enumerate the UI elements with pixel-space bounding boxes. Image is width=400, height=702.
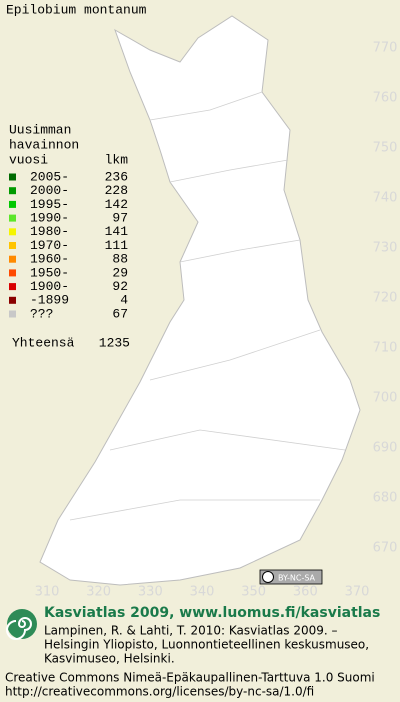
legend-count: 97 — [112, 211, 128, 226]
citation: Kasvimuseo, Helsinki. — [44, 652, 175, 666]
legend-swatch — [9, 269, 16, 277]
cc-badge: BY-NC-SA — [259, 569, 323, 585]
legend-count: 67 — [112, 306, 128, 321]
x-tick-label: 360 — [293, 585, 318, 600]
y-tick-label: 670 — [373, 541, 398, 556]
citation: Lampinen, R. & Lahti, T. 2010: Kasviatla… — [44, 624, 338, 638]
y-tick-label: 730 — [373, 241, 398, 256]
legend-count: 236 — [105, 169, 128, 184]
y-tick-label: 770 — [373, 41, 398, 56]
x-tick-label: 310 — [35, 585, 60, 600]
x-tick-label: 340 — [190, 585, 215, 600]
legend-year-header: vuosi — [9, 152, 48, 167]
total-label: Yhteensä — [12, 335, 75, 350]
legend-swatch — [9, 296, 16, 304]
legend-count: 4 — [120, 293, 128, 308]
legend-count: 142 — [105, 197, 128, 212]
y-tick-label: 750 — [373, 141, 398, 156]
y-tick-label: 680 — [373, 491, 398, 506]
legend-heading: Uusimman — [9, 122, 71, 137]
badge-box — [259, 569, 323, 585]
legend-label: 2005- — [30, 169, 69, 184]
legend-count: 29 — [112, 265, 128, 280]
legend-swatch — [9, 242, 16, 249]
citation: Helsingin Yliopisto, Luonnontieteellinen… — [44, 638, 369, 652]
x-tick-label: 350 — [241, 585, 266, 600]
logo-circle — [7, 609, 37, 639]
legend-swatch — [9, 214, 16, 222]
y-tick-label: 720 — [373, 291, 398, 306]
y-tick-label: 700 — [373, 391, 398, 406]
title: Epilobium montanum — [6, 2, 147, 17]
license: http://creativecommons.org/licenses/by-n… — [5, 685, 314, 699]
x-tick-label: 370 — [345, 585, 370, 600]
legend-swatch — [9, 173, 16, 181]
legend-swatch — [9, 187, 16, 195]
legend-count-header: lkm — [105, 152, 129, 167]
finland-outline — [39, 15, 361, 586]
legend-label: 2000- — [30, 183, 69, 198]
y-tick-label: 690 — [373, 441, 398, 456]
legend-count: 88 — [112, 252, 128, 267]
legend-label: ??? — [30, 306, 53, 321]
legend-label: 1970- — [30, 238, 69, 253]
badge-text: BY-NC-SA — [278, 574, 316, 583]
x-tick-label: 330 — [138, 585, 163, 600]
legend-label: 1950- — [30, 265, 69, 280]
legend-count: 228 — [105, 183, 128, 198]
legend-label: 1960- — [30, 252, 69, 267]
y-tick-label: 710 — [373, 341, 398, 356]
legend-swatch — [9, 200, 16, 208]
region-borders — [69, 91, 346, 521]
logo — [6, 609, 37, 640]
legend-heading: havainnon — [9, 137, 79, 152]
logo-spiral — [6, 617, 32, 640]
legend-label: 1980- — [30, 224, 69, 239]
legend-label: 1900- — [30, 279, 69, 294]
x-tick-label: 320 — [86, 585, 111, 600]
legend-label: -1899 — [30, 293, 69, 308]
legend-swatch — [9, 255, 16, 263]
y-tick-label: 760 — [373, 91, 398, 106]
legend-label: 1990- — [30, 211, 69, 226]
badge-icon — [262, 571, 274, 583]
footer-headline: Kasviatlas 2009, www.luomus.fi/kasviatla… — [44, 605, 380, 621]
legend-swatch — [9, 283, 16, 291]
legend-label: 1995- — [30, 197, 69, 212]
legend-count: 141 — [105, 224, 129, 239]
legend-swatch — [9, 228, 16, 236]
legend-count: 111 — [105, 238, 129, 253]
y-tick-label: 740 — [373, 191, 398, 206]
legend-swatch — [9, 310, 16, 318]
total-count: 1235 — [99, 335, 130, 350]
legend-count: 92 — [112, 279, 128, 294]
license: Creative Commons Nimeä-Epäkaupallinen-Ta… — [5, 671, 375, 685]
